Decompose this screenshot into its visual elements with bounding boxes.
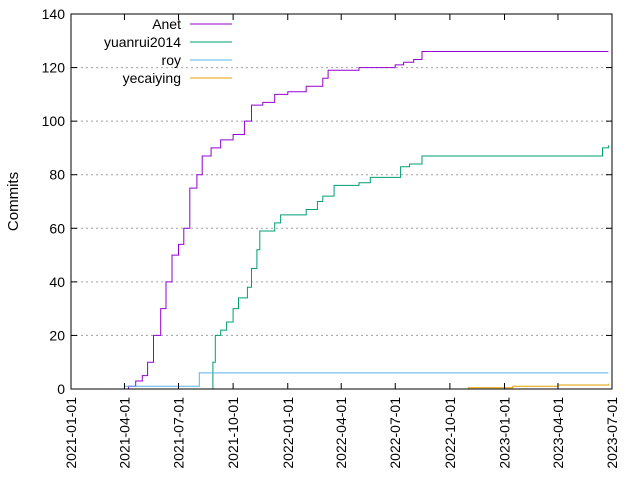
series-line-yuanrui2014 xyxy=(208,145,609,390)
series-line-roy xyxy=(124,372,609,387)
series-layer xyxy=(124,51,609,390)
x-tick-label: 2022-04-01 xyxy=(333,397,349,469)
y-axis-label: Commits xyxy=(5,172,22,231)
y-tick-label: 60 xyxy=(49,220,65,236)
legend: Anet yuanrui2014 roy yecaiying xyxy=(104,16,232,86)
y-tick-label: 100 xyxy=(42,113,66,129)
x-tick-label: 2022-01-01 xyxy=(280,397,296,469)
x-tick-label: 2021-04-01 xyxy=(116,397,132,469)
y-tick-label: 140 xyxy=(42,6,66,22)
x-tick-label: 2023-07-01 xyxy=(604,397,620,469)
x-tick-label: 2021-10-01 xyxy=(225,397,241,469)
legend-label: yuanrui2014 xyxy=(104,34,181,50)
y-tick-label: 80 xyxy=(49,167,65,183)
y-axis-ticks: 0 20 40 60 80 100 120 140 xyxy=(42,6,612,397)
legend-label: yecaiying xyxy=(123,70,181,86)
y-tick-label: 120 xyxy=(42,60,66,76)
x-tick-label: 2023-04-01 xyxy=(550,397,566,469)
legend-label: Anet xyxy=(152,16,181,32)
series-line-yecaiying xyxy=(449,383,609,390)
y-tick-label: 40 xyxy=(49,274,65,290)
y-tick-label: 20 xyxy=(49,327,65,343)
x-tick-label: 2022-07-01 xyxy=(387,397,403,469)
y-tick-label: 0 xyxy=(57,381,65,397)
x-tick-label: 2021-01-01 xyxy=(63,397,79,469)
x-axis-ticks: 2021-01-01 2021-04-01 2021-07-01 2021-10-01… xyxy=(63,14,620,469)
grid-lines xyxy=(71,67,612,336)
x-tick-label: 2021-07-01 xyxy=(170,397,186,469)
x-tick-label: 2023-01-01 xyxy=(497,397,513,469)
series-line-Anet xyxy=(124,51,609,390)
legend-label: roy xyxy=(162,52,181,68)
x-tick-label: 2022-10-01 xyxy=(442,397,458,469)
